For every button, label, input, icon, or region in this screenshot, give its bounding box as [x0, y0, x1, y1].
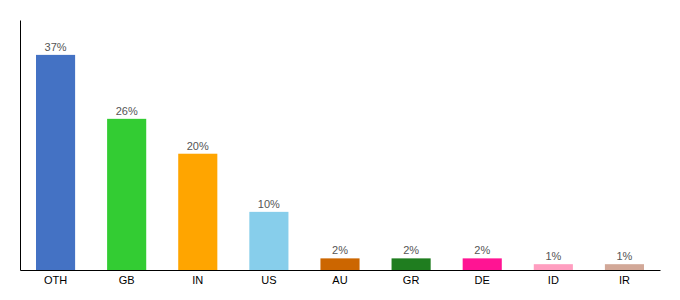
y-axis — [20, 21, 21, 271]
data-label: 26% — [116, 105, 138, 117]
x-tick: OTH — [44, 274, 67, 286]
bar — [392, 258, 431, 270]
bar — [249, 212, 288, 270]
data-label: 37% — [45, 41, 67, 53]
x-tick-label: ID — [548, 274, 559, 286]
x-tick: US — [261, 274, 276, 286]
data-label: 2% — [403, 244, 419, 256]
plot: OTH GB IN US AU GR DE ID IR 37% 26% 20% 10% 2% 2% 2% 1% 1… — [21, 21, 661, 286]
x-tick-label: AU — [332, 274, 347, 286]
x-tick-label: GB — [119, 274, 135, 286]
bar — [534, 264, 573, 270]
x-axis: OTH GB IN US AU GR DE ID IR — [21, 271, 661, 286]
x-tick: GR — [403, 274, 420, 286]
data-label: 20% — [187, 140, 209, 152]
x-tick-label: US — [261, 274, 276, 286]
data-label: 1% — [616, 250, 632, 262]
chart: OTH GB IN US AU GR DE ID IR 37% 26% 20% 10% 2% 2% 2% 1% 1… — [0, 0, 680, 300]
x-tick-label: IR — [619, 274, 630, 286]
x-tick: GB — [119, 274, 135, 286]
bar — [605, 264, 644, 270]
x-axis-line — [21, 270, 661, 271]
x-tick-label: IN — [192, 274, 203, 286]
bar — [320, 258, 359, 270]
bars — [36, 55, 644, 270]
x-tick: DE — [475, 274, 490, 286]
bar — [36, 55, 75, 270]
y-axis-line — [20, 21, 21, 271]
data-labels: 37% 26% 20% 10% 2% 2% 2% 1% 1% — [45, 41, 633, 262]
data-label: 10% — [258, 198, 280, 210]
x-tick: IN — [192, 274, 203, 286]
data-label: 2% — [332, 244, 348, 256]
data-label: 1% — [545, 250, 561, 262]
x-tick: AU — [332, 274, 347, 286]
bar — [107, 119, 146, 270]
x-tick-label: DE — [475, 274, 490, 286]
x-tick-label: GR — [403, 274, 420, 286]
x-tick: ID — [548, 274, 559, 286]
bar — [178, 154, 217, 270]
x-tick-label: OTH — [44, 274, 67, 286]
x-tick: IR — [619, 274, 630, 286]
bar — [463, 258, 502, 270]
data-label: 2% — [474, 244, 490, 256]
